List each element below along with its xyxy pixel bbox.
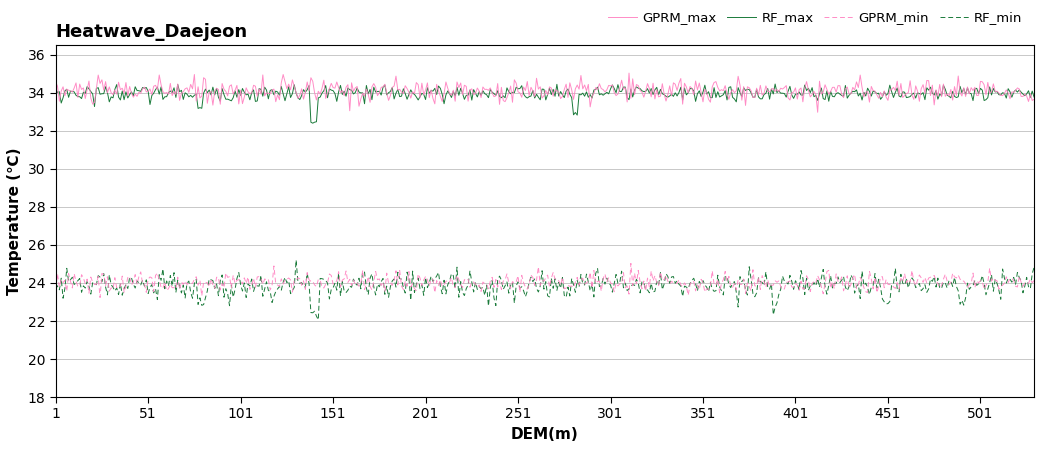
GPRM_max [982,80,994,85]
GPRM_max [796,99,809,105]
GPRM_min [677,284,689,290]
RF_max [477,88,489,93]
GPRM_min [94,295,106,300]
RF_max [306,120,319,126]
Line: RF_max: RF_max [55,84,1034,123]
GPRM_min [225,285,237,291]
GPRM_max [223,84,235,89]
RF_min [1027,264,1040,270]
GPRM_max [811,110,823,115]
RF_min [223,303,235,308]
RF_max [798,82,811,88]
GPRM_min [1027,278,1040,283]
RF_max [982,95,994,101]
RF_max [49,87,61,92]
Legend: GPRM_max, RF_max, GPRM_min, RF_min: GPRM_max, RF_max, GPRM_min, RF_min [603,6,1027,30]
RF_min [251,283,263,289]
Text: Heatwave_Daejeon: Heatwave_Daejeon [55,23,248,41]
GPRM_max [675,76,687,81]
RF_min [479,293,491,298]
GPRM_max [49,79,61,85]
GPRM_max [1027,97,1040,102]
GPRM_min [477,279,489,285]
Line: RF_min: RF_min [55,260,1034,320]
GPRM_min [798,286,811,291]
RF_max [1027,94,1040,100]
Line: GPRM_min: GPRM_min [55,264,1034,298]
RF_min [798,292,811,297]
GPRM_min [253,274,265,279]
Y-axis label: Temperature (℃): Temperature (℃) [7,147,22,295]
RF_min [677,294,689,299]
RF_min [289,257,302,263]
RF_max [223,97,235,103]
GPRM_max [251,93,263,99]
Line: GPRM_max: GPRM_max [55,73,1034,112]
GPRM_min [49,286,61,291]
RF_max [675,84,687,90]
GPRM_max [475,95,487,100]
RF_min [49,286,61,292]
RF_min [312,317,325,322]
GPRM_max [623,70,635,76]
RF_max [769,81,782,87]
RF_min [982,286,994,291]
X-axis label: DEM(m): DEM(m) [511,427,579,442]
GPRM_min [625,261,637,266]
RF_max [251,98,263,104]
GPRM_min [982,279,994,285]
